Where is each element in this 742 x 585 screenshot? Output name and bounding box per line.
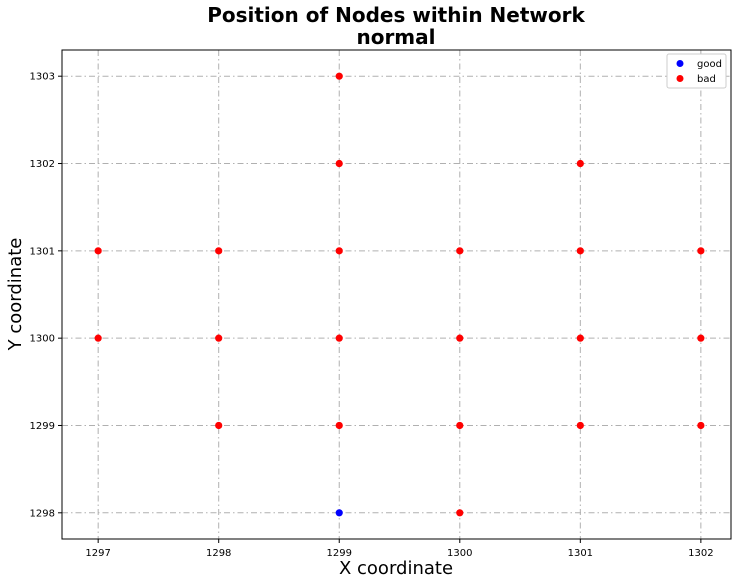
x-tick-label: 1299 bbox=[327, 548, 352, 559]
y-axis-label: Y coordinate bbox=[5, 238, 26, 352]
point-bad bbox=[456, 334, 464, 342]
point-bad bbox=[94, 334, 102, 342]
y-tick-label: 1300 bbox=[30, 334, 55, 345]
y-tick-label: 1302 bbox=[30, 159, 55, 170]
point-bad bbox=[215, 421, 223, 430]
y-axis-ticks: 1298 1299 1300 1301 1302 1303 bbox=[30, 72, 62, 519]
x-tick-label: 1302 bbox=[688, 548, 713, 559]
x-axis-label: X coordinate bbox=[339, 558, 453, 579]
point-bad bbox=[215, 334, 223, 342]
point-bad bbox=[697, 334, 705, 342]
x-axis-ticks: 1297 1298 1299 1300 1301 1302 bbox=[85, 539, 714, 559]
point-bad bbox=[697, 247, 705, 255]
point-bad bbox=[335, 72, 343, 80]
chart-subtitle: normal bbox=[356, 25, 435, 49]
legend: good bad bbox=[666, 53, 727, 89]
legend-marker-bad bbox=[676, 75, 684, 82]
x-tick-label: 1297 bbox=[85, 548, 110, 559]
y-tick-label: 1299 bbox=[30, 421, 55, 432]
plot-area-frame bbox=[61, 49, 732, 540]
y-tick-label: 1298 bbox=[30, 508, 55, 519]
point-bad bbox=[576, 159, 584, 168]
legend-marker-good bbox=[676, 60, 684, 67]
point-bad bbox=[215, 247, 223, 255]
x-tick-label: 1298 bbox=[206, 548, 231, 559]
point-bad bbox=[456, 247, 464, 255]
point-good bbox=[335, 509, 343, 517]
x-tick-label: 1301 bbox=[568, 548, 593, 559]
grid-lines bbox=[62, 50, 731, 539]
legend-label-good: good bbox=[697, 59, 722, 70]
data-points bbox=[94, 72, 705, 517]
y-tick-label: 1303 bbox=[30, 72, 55, 83]
point-bad bbox=[335, 159, 343, 168]
point-bad bbox=[335, 334, 343, 342]
point-bad bbox=[456, 421, 464, 430]
chart-title: Position of Nodes within Network bbox=[207, 3, 585, 27]
y-tick-label: 1301 bbox=[30, 246, 55, 257]
point-bad bbox=[576, 247, 584, 255]
point-bad bbox=[576, 334, 584, 342]
point-bad bbox=[94, 247, 102, 255]
point-bad bbox=[697, 421, 705, 430]
point-bad bbox=[456, 509, 464, 517]
x-tick-label: 1300 bbox=[447, 548, 472, 559]
point-bad bbox=[576, 421, 584, 430]
legend-label-bad: bad bbox=[697, 74, 716, 85]
point-bad bbox=[335, 247, 343, 255]
point-bad bbox=[335, 421, 343, 430]
